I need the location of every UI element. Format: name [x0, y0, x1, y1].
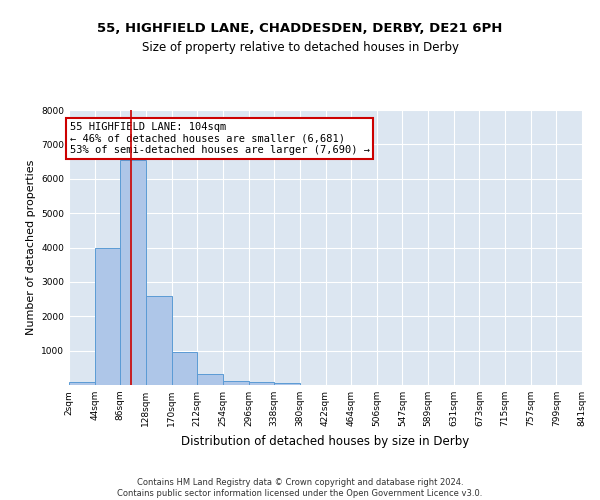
Text: Size of property relative to detached houses in Derby: Size of property relative to detached ho…	[142, 41, 458, 54]
Bar	[120, 160, 146, 385]
Text: Contains HM Land Registry data © Crown copyright and database right 2024.
Contai: Contains HM Land Registry data © Crown c…	[118, 478, 482, 498]
X-axis label: Distribution of detached houses by size in Derby: Distribution of detached houses by size …	[181, 434, 470, 448]
Bar	[248, 382, 274, 385]
Text: 55, HIGHFIELD LANE, CHADDESDEN, DERBY, DE21 6PH: 55, HIGHFIELD LANE, CHADDESDEN, DERBY, D…	[97, 22, 503, 36]
Bar	[197, 374, 223, 385]
Bar	[172, 352, 197, 385]
Bar	[223, 380, 248, 385]
Bar	[69, 382, 95, 385]
Bar	[146, 296, 172, 385]
Bar	[95, 248, 121, 385]
Text: 55 HIGHFIELD LANE: 104sqm
← 46% of detached houses are smaller (6,681)
53% of se: 55 HIGHFIELD LANE: 104sqm ← 46% of detac…	[70, 122, 370, 155]
Y-axis label: Number of detached properties: Number of detached properties	[26, 160, 35, 335]
Bar	[274, 384, 300, 385]
